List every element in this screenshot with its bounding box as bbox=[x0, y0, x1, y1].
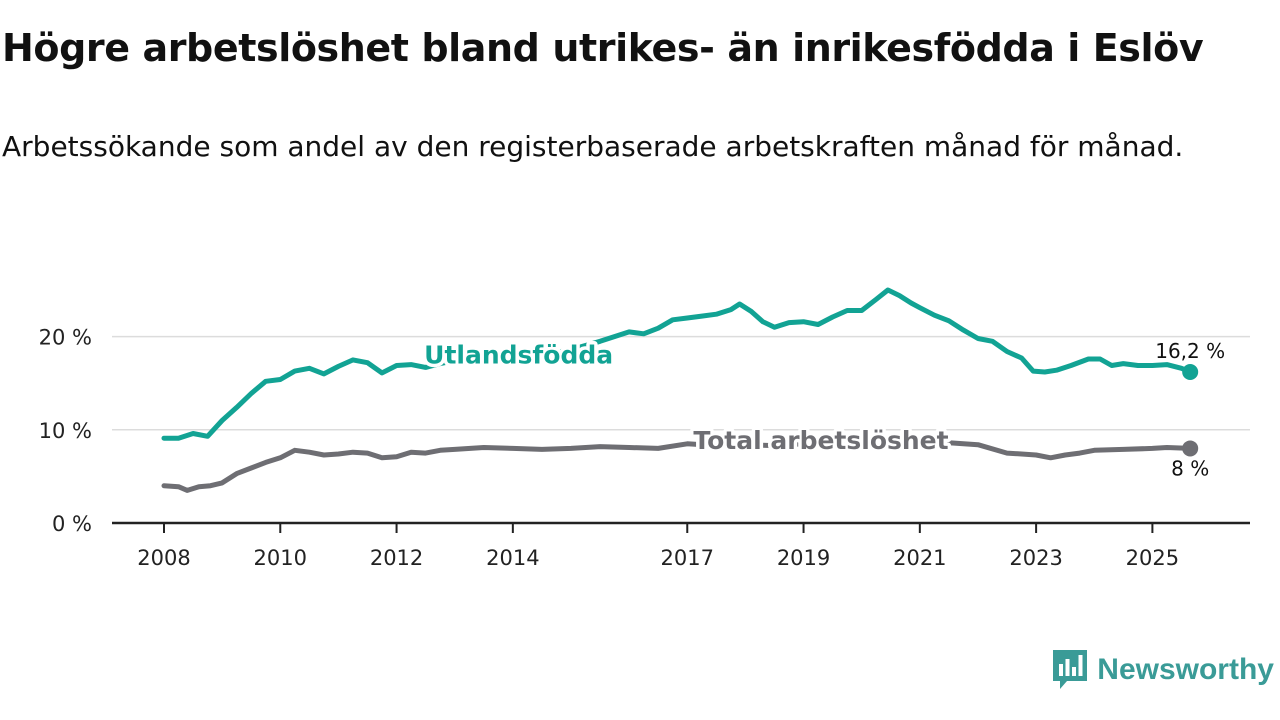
x-tick-label: 2023 bbox=[1009, 546, 1062, 570]
end-value-label-foreign: 16,2 % bbox=[1155, 339, 1225, 363]
x-tick-label: 2021 bbox=[893, 546, 946, 570]
x-axis bbox=[112, 521, 1250, 533]
endpoint-marker-total bbox=[1182, 440, 1199, 457]
x-tick-label: 2012 bbox=[370, 546, 423, 570]
x-tick-label: 2008 bbox=[137, 546, 190, 570]
series-endpoints: 16,2 % 8 % bbox=[1153, 337, 1228, 483]
y-tick-label: 10 % bbox=[39, 419, 92, 443]
x-tick-label: 2014 bbox=[486, 546, 539, 570]
x-tick-label: 2010 bbox=[254, 546, 307, 570]
chart-subtitle: Arbetssökande som andel av den registerb… bbox=[2, 130, 1184, 163]
bar-chart-bubble-icon bbox=[1053, 650, 1088, 689]
y-tick-label: 0 % bbox=[52, 512, 92, 536]
series-annotations: Utlandsfödda Total arbetslöshet bbox=[421, 337, 952, 459]
series-label-foreign: Utlandsfödda bbox=[424, 340, 613, 369]
endpoint-marker-foreign bbox=[1182, 364, 1199, 381]
x-tick-label: 2017 bbox=[661, 546, 714, 570]
series-lines bbox=[161, 287, 1193, 493]
x-tick-label: 2025 bbox=[1126, 546, 1179, 570]
series-label-total: Total arbetslöshet bbox=[693, 426, 948, 455]
chart-title: Högre arbetslöshet bland utrikes- än inr… bbox=[2, 26, 1204, 70]
x-tick-label: 2019 bbox=[777, 546, 830, 570]
y-tick-label: 20 % bbox=[39, 326, 92, 350]
end-value-label-total: 8 % bbox=[1171, 456, 1209, 480]
series-line-foreign bbox=[161, 287, 1193, 441]
series-line-total bbox=[161, 438, 1193, 493]
gridlines bbox=[112, 335, 1250, 431]
y-axis-labels: 0 % 10 % 20 % bbox=[39, 326, 92, 536]
brand-name: Newsworthy bbox=[1097, 653, 1274, 686]
x-axis-labels: 2008 2010 2012 2014 2017 2019 2021 2023 2025 bbox=[137, 546, 1179, 570]
newsworthy-logo: Newsworthy bbox=[1053, 650, 1274, 690]
